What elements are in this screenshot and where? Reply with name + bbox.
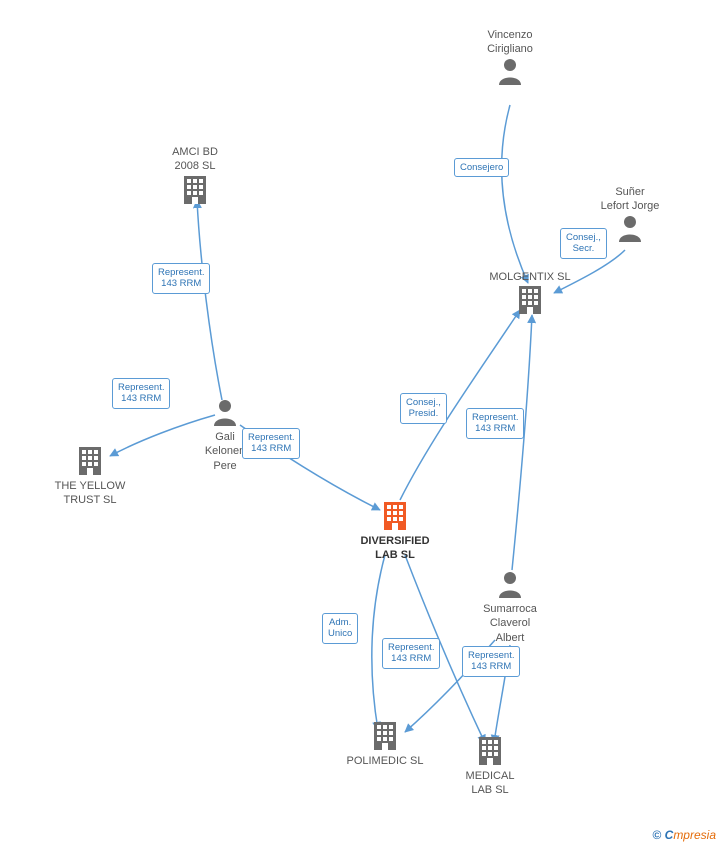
edge-label-sumarroca-medical: Represent. 143 RRM — [462, 646, 520, 677]
person-icon — [497, 57, 523, 85]
edge-label-gali-amci: Represent. 143 RRM — [152, 263, 210, 294]
edge-label-sumarroca-molgentix: Represent. 143 RRM — [466, 408, 524, 439]
edge-vincenzo-molgentix — [502, 105, 528, 283]
edge-label-diversified-molgentix: Consej., Presid. — [400, 393, 447, 424]
node-label: Sumarroca Claverol Albert — [465, 602, 555, 645]
edge-diversified-polimedic — [372, 555, 385, 730]
edge-label-vincenzo-molgentix: Consejero — [454, 158, 509, 177]
footer-copyright: © Cmpresia — [652, 828, 716, 842]
diagram-canvas: { "canvas": { "width": 728, "height": 85… — [0, 0, 728, 850]
edge-sumarroca-polimedic — [405, 640, 495, 732]
building-icon — [516, 284, 544, 314]
node-polimedic[interactable]: POLIMEDIC SL — [340, 720, 430, 768]
building-icon — [181, 174, 209, 204]
building-icon — [76, 445, 104, 475]
edge-sumarroca-medical — [494, 645, 510, 743]
node-label: Gali Kelonen Pere — [180, 430, 270, 473]
node-label: DIVERSIFIED LAB SL — [350, 534, 440, 563]
node-label: POLIMEDIC SL — [340, 754, 430, 768]
edge-label-sumarroca-polimedic: Represent. 143 RRM — [382, 638, 440, 669]
edge-label-diversified-polimedic: Adm. Unico — [322, 613, 358, 644]
node-label: MOLGENTIX SL — [485, 270, 575, 284]
edge-sumarroca-molgentix — [512, 315, 532, 570]
person-icon — [212, 398, 238, 426]
edge-gali-amci — [197, 200, 222, 400]
edge-label-gali-yellow: Represent. 143 RRM — [112, 378, 170, 409]
node-label: Vincenzo Cirigliano — [465, 28, 555, 57]
node-yellow[interactable]: THE YELLOW TRUST SL — [45, 445, 135, 508]
node-diversified[interactable]: DIVERSIFIED LAB SL — [350, 500, 440, 563]
node-medical[interactable]: MEDICAL LAB SL — [445, 735, 535, 798]
person-icon — [617, 214, 643, 242]
node-suner[interactable]: Suñer Lefort Jorge — [585, 185, 675, 246]
node-molgentix[interactable]: MOLGENTIX SL — [485, 270, 575, 318]
node-amci[interactable]: AMCI BD 2008 SL — [150, 145, 240, 208]
node-label: THE YELLOW TRUST SL — [45, 479, 135, 508]
node-label: AMCI BD 2008 SL — [150, 145, 240, 174]
person-icon — [497, 570, 523, 598]
node-label: MEDICAL LAB SL — [445, 769, 535, 798]
edge-diversified-molgentix — [400, 310, 520, 500]
node-sumarroca[interactable]: Sumarroca Claverol Albert — [465, 570, 555, 645]
building-icon — [371, 720, 399, 750]
node-label: Suñer Lefort Jorge — [585, 185, 675, 214]
node-vincenzo[interactable]: Vincenzo Cirigliano — [465, 28, 555, 89]
building-icon — [381, 500, 409, 530]
building-icon — [476, 735, 504, 765]
node-gali[interactable]: Gali Kelonen Pere — [180, 398, 270, 473]
